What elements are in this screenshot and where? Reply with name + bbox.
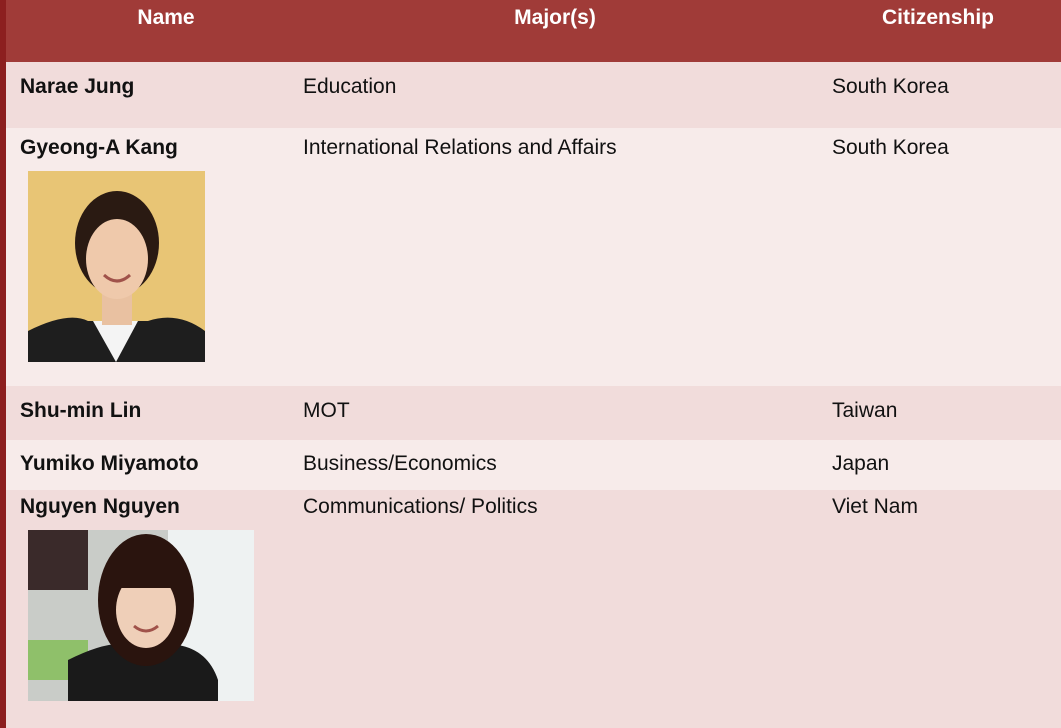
name-cell: Gyeong-A Kang [20, 136, 178, 159]
name-cell: Shu-min Lin [20, 399, 142, 422]
citizenship-cell: South Korea [832, 136, 949, 159]
major-cell: MOT [303, 399, 350, 422]
name-cell: Yumiko Miyamoto [20, 452, 199, 475]
name-cell: Narae Jung [20, 75, 135, 98]
citizenship-cell: South Korea [832, 75, 949, 98]
major-cell: Education [303, 75, 397, 98]
name-cell: Nguyen Nguyen [20, 495, 180, 518]
column-header: Citizenship [881, 6, 995, 29]
column-header: Major(s) [514, 6, 596, 29]
citizenship-cell: Japan [832, 452, 890, 475]
major-cell: Communications/ Politics [303, 495, 538, 518]
table-row [6, 62, 1061, 128]
column-header: Name [137, 6, 195, 29]
citizenship-cell: Viet Nam [832, 495, 918, 518]
portrait-photo [28, 530, 254, 701]
header-row [6, 0, 1061, 62]
citizenship-cell: Taiwan [832, 399, 898, 422]
table-row [6, 440, 1061, 490]
major-cell: Business/Economics [303, 452, 497, 475]
left-border [0, 0, 6, 728]
major-cell: International Relations and Affairs [303, 136, 617, 159]
portrait-photo [28, 171, 205, 362]
table-row [6, 386, 1061, 440]
